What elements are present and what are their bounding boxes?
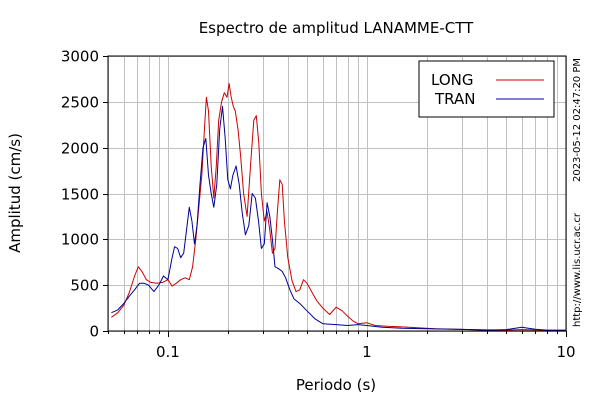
x-tick-label: 1 <box>362 343 372 361</box>
timestamp-text: 2023-05-12 02:47:20 PM <box>572 58 583 182</box>
y-tick-label: 0 <box>89 323 99 341</box>
y-tick-label: 3000 <box>61 48 99 66</box>
y-axis-label: Amplitud (cm/s) <box>6 133 24 253</box>
y-tick-label: 500 <box>70 277 99 295</box>
legend: LONG TRAN <box>418 60 555 118</box>
legend-label-long: LONG <box>431 71 473 89</box>
series-line-long <box>111 83 567 331</box>
y-tick-label: 2500 <box>61 94 99 112</box>
series-line-tran <box>111 105 567 331</box>
series-layer <box>111 83 567 331</box>
chart-title: Espectro de amplitud LANAMME-CTT <box>199 19 474 37</box>
y-tick-label: 2000 <box>61 140 99 158</box>
x-axis-label: Periodo (s) <box>296 376 376 394</box>
axis-ticks: 0 500 1000 1500 2000 2500 3000 0.1 1 10 <box>61 48 576 362</box>
y-tick-label: 1000 <box>61 231 99 249</box>
legend-label-tran: TRAN <box>434 90 475 108</box>
legend-box <box>418 60 555 118</box>
y-tick-label: 1500 <box>61 186 99 204</box>
x-tick-label: 10 <box>556 343 575 361</box>
x-tick-label: 0.1 <box>156 343 180 361</box>
website-text: http://www.lis.ucr.ac.cr <box>572 212 583 327</box>
